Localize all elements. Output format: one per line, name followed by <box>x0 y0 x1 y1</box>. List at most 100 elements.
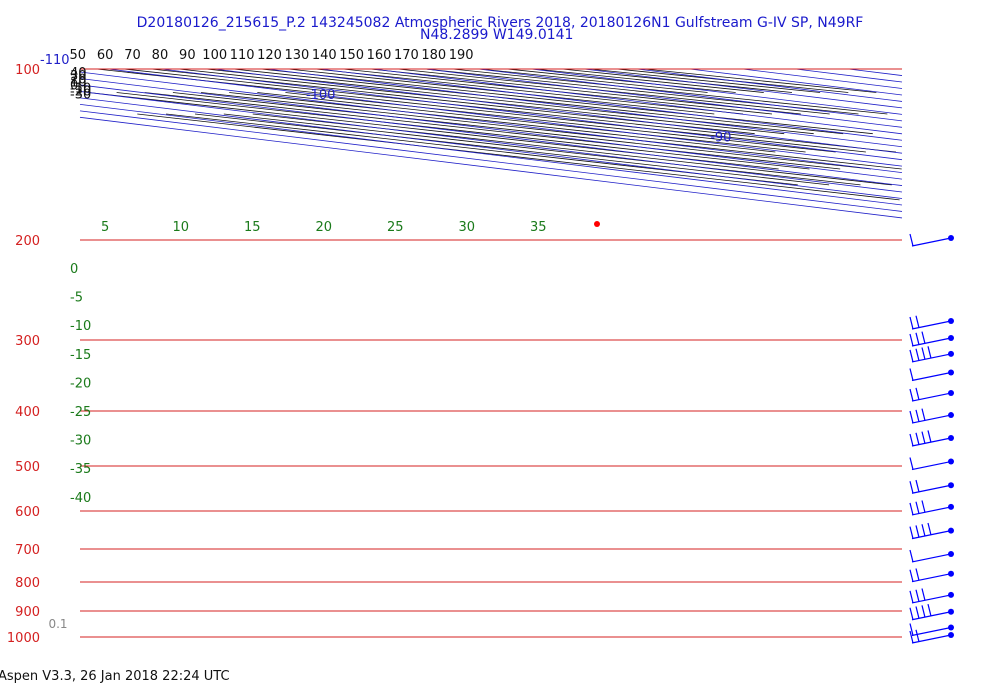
dry-adiabat <box>178 68 785 135</box>
wind-barb-feather <box>915 606 920 619</box>
pressure-label: 700 <box>15 543 40 558</box>
isotherm-line <box>425 68 903 128</box>
theta-top-label: 50 <box>70 48 87 63</box>
wind-barb-station <box>948 412 954 419</box>
wind-barb <box>909 430 954 447</box>
dry-adiabat <box>200 92 902 170</box>
wind-barb-feather <box>921 588 926 601</box>
wind-barb <box>909 623 954 637</box>
wind-barb <box>909 331 954 347</box>
isotherm-line <box>79 97 903 199</box>
wind-barb-station <box>948 527 954 534</box>
chart-title: D20180126_215615_P.2 143245082 Atmospher… <box>136 15 864 31</box>
isotherm-line <box>478 68 903 122</box>
dry-adiabat <box>206 68 814 135</box>
wind-barb-feather <box>921 331 926 344</box>
wind-barb-feather <box>915 332 920 345</box>
moist-adiabat-left-label: -10 <box>70 319 91 334</box>
wind-barb <box>909 368 954 382</box>
wind-barb-feather <box>909 333 914 347</box>
pressure-label: 900 <box>15 605 40 620</box>
wind-barb-feather <box>921 408 926 421</box>
wind-barb-feather <box>909 630 914 644</box>
isotherm-line <box>266 68 903 148</box>
moist-adiabat-top-label: 15 <box>244 220 261 235</box>
isotherm-line <box>79 91 903 193</box>
wind-barb-feather <box>915 629 920 642</box>
wind-barb-feather <box>927 430 932 443</box>
wind-barb-station <box>948 390 954 397</box>
footer-version-timestamp: Aspen V3.3, 26 Jan 2018 22:24 UTC <box>0 669 230 684</box>
wind-barb-station <box>948 591 954 598</box>
dry-adiabat <box>229 92 776 153</box>
wind-barb-station <box>948 317 954 324</box>
isotherm-line <box>319 68 903 141</box>
wind-barb-feather <box>927 603 932 617</box>
pressure-label: 200 <box>15 234 40 249</box>
moist-adiabat-left-label: -40 <box>70 491 91 506</box>
temperature-series <box>594 221 600 227</box>
pressure-label: 1000 <box>7 631 40 646</box>
wind-barb-feather <box>915 568 920 581</box>
moist-adiabat-left-label: -20 <box>70 376 91 391</box>
isotherms <box>79 68 903 219</box>
pressure-label: 600 <box>15 505 40 520</box>
theta-top-label: 170 <box>394 48 419 63</box>
wind-barb-feather <box>909 607 914 620</box>
wind-barb-feather <box>927 346 932 359</box>
moist-adiabat-left-label: -25 <box>70 405 91 420</box>
dry-adiabat <box>116 92 810 170</box>
wind-barb-station <box>948 234 954 241</box>
moist-adiabat-top-label: 30 <box>459 220 476 235</box>
wind-barb-station <box>948 570 954 577</box>
wind-barb-feather <box>915 501 920 514</box>
wind-barb <box>909 479 954 494</box>
wind-barb-feather <box>909 623 914 636</box>
dry-adiabat-label: 30 <box>70 69 87 84</box>
wind-barb-feather <box>909 349 914 363</box>
wind-barb-feather <box>909 433 914 447</box>
isotherm-label: -90 <box>710 131 731 146</box>
dry-adiabat <box>260 68 873 135</box>
moist-adiabat-left-label: -5 <box>70 291 83 306</box>
isobars <box>80 68 902 638</box>
isotherm-label: -100 <box>306 88 336 103</box>
dry-adiabat <box>534 68 764 93</box>
dry-adiabat <box>233 68 844 135</box>
dry-adiabat <box>144 92 841 170</box>
wind-barb-feather <box>909 316 914 330</box>
isotherm-line <box>848 68 903 76</box>
wind-barb <box>909 233 954 247</box>
theta-top-label: 90 <box>179 48 196 63</box>
wind-barb-feather <box>915 479 920 493</box>
wind-barb-feather <box>921 524 926 537</box>
wind-barb-station <box>948 550 954 557</box>
wind-barb <box>909 346 954 363</box>
isotherm-line <box>689 68 903 96</box>
theta-top-label: 190 <box>449 48 474 63</box>
wind-barb-feather <box>921 347 926 360</box>
isotherm-line <box>79 71 903 174</box>
wind-barb-feather <box>909 569 914 582</box>
wind-barb-shaft <box>911 460 952 471</box>
wind-barb <box>909 387 954 402</box>
theta-top-label: 60 <box>97 48 114 63</box>
isotherm-line <box>79 78 903 180</box>
theta-top-label: 70 <box>124 48 141 63</box>
wind-barb <box>909 457 954 471</box>
dry-adiabat <box>223 113 861 186</box>
wind-barb-station <box>948 369 954 376</box>
wind-barb-feather <box>909 233 914 247</box>
wind-barb <box>909 603 954 621</box>
dry-adiabat <box>479 68 708 93</box>
isotherm-line <box>213 68 903 154</box>
temperature-top-point <box>594 221 600 227</box>
wind-barb-shaft <box>911 371 952 382</box>
wind-barbs <box>909 233 954 644</box>
mixing-ratio-label: 0.1 <box>48 617 67 631</box>
dry-adiabat-label: -30 <box>70 88 91 103</box>
pressure-label: 500 <box>15 460 40 475</box>
wind-barb-feather <box>915 348 920 361</box>
